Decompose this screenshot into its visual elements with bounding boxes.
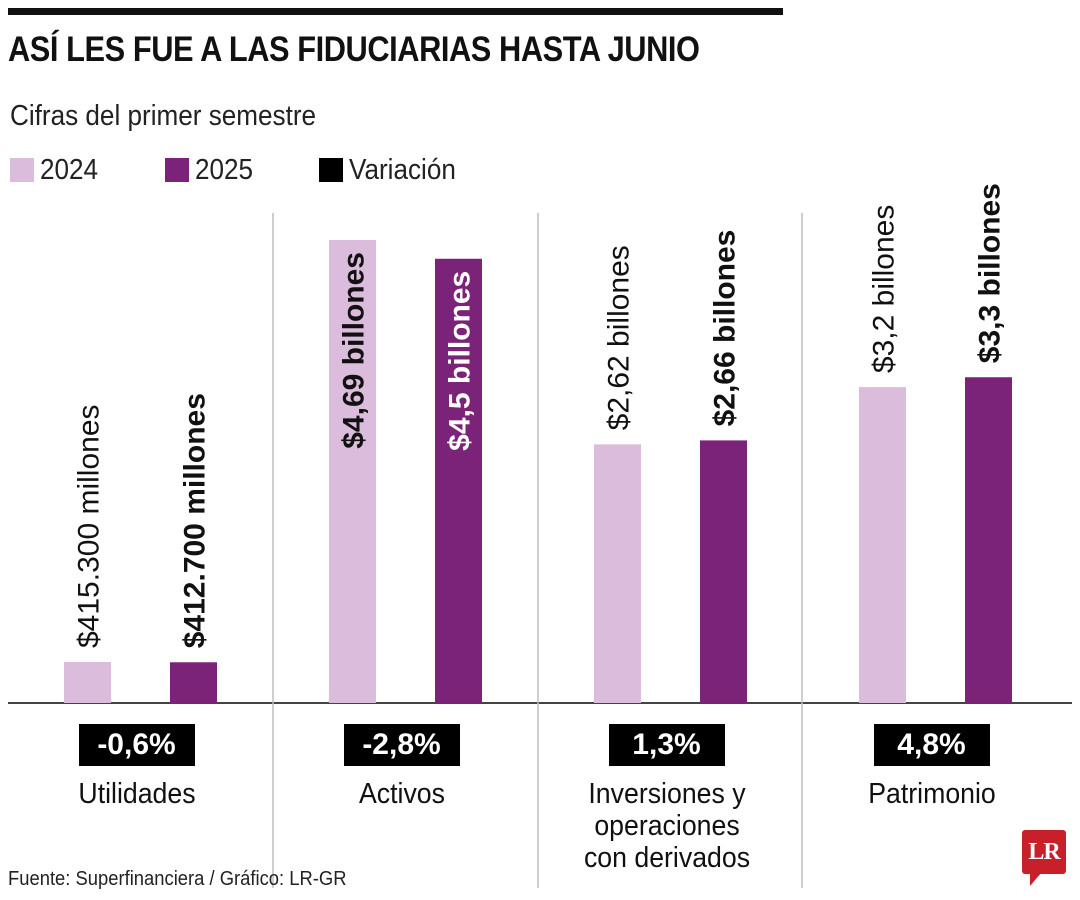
category-label-0: Utilidades <box>26 778 247 810</box>
lr-logo: LR <box>1022 830 1066 874</box>
variation-badge-2: 1,3% <box>608 724 725 766</box>
bar-value-label-2024-2: $2,62 billones <box>603 245 636 430</box>
category-label-line: Activos <box>358 778 445 810</box>
category-label-line: Inversiones y <box>587 778 746 810</box>
bar-value-label-2025-0: $412.700 millones <box>179 393 212 648</box>
bar-2025-1 <box>435 258 482 703</box>
legend-swatch-variacion <box>319 158 344 182</box>
variation-badge-0: -0,6% <box>78 724 195 766</box>
lr-logo-text: LR <box>1028 839 1060 865</box>
legend: 2024 2025 Variación <box>10 150 528 190</box>
chart-title: ASÍ LES FUE A LAS FIDUCIARIAS HASTA JUNI… <box>8 30 700 69</box>
bar-2025-3 <box>965 377 1012 703</box>
title-rule <box>8 8 783 15</box>
legend-label-variacion: Variación <box>349 153 456 186</box>
legend-swatch-2024 <box>10 158 34 182</box>
bar-2024-3 <box>859 387 906 703</box>
category-label-2: Inversiones y operaciones con derivados <box>556 778 777 874</box>
bar-2025-0 <box>170 662 217 703</box>
bar-2025-2 <box>700 440 747 703</box>
category-label-line: Patrimonio <box>867 778 996 810</box>
category-label-3: Patrimonio <box>821 778 1042 810</box>
bar-2024-1 <box>329 240 376 703</box>
variation-badge-3: 4,8% <box>873 724 990 766</box>
legend-item-2024: 2024 <box>10 154 105 187</box>
bar-2024-0 <box>64 662 111 703</box>
legend-swatch-2025 <box>164 158 189 182</box>
category-label-1: Activos <box>291 778 512 810</box>
bar-value-label-2025-2: $2,66 billones <box>709 230 742 427</box>
category-label-line: operaciones <box>593 810 740 842</box>
bar-value-label-2025-1: $4,5 billones <box>444 271 477 451</box>
category-label-line: Utilidades <box>77 778 196 810</box>
source-note: Fuente: Superfinanciera / Gráfico: LR-GR <box>8 868 347 890</box>
chart-subtitle: Cifras del primer semestre <box>10 100 317 132</box>
bar-value-label-2024-0: $415.300 millones <box>73 404 106 648</box>
bar-value-label-2024-3: $3,2 billones <box>868 205 901 373</box>
variation-badge-1: -2,8% <box>343 724 460 766</box>
category-label-line: con derivados <box>583 842 750 874</box>
legend-item-variacion: Variación <box>319 154 468 187</box>
legend-label-2024: 2024 <box>40 153 99 186</box>
bar-2024-2 <box>594 444 641 703</box>
legend-label-2025: 2025 <box>194 153 253 186</box>
lr-logo-tail <box>1030 872 1042 886</box>
bar-value-label-2025-3: $3,3 billones <box>974 183 1007 363</box>
legend-item-2025: 2025 <box>164 153 260 187</box>
bar-value-label-2024-1: $4,69 billones <box>338 252 371 449</box>
